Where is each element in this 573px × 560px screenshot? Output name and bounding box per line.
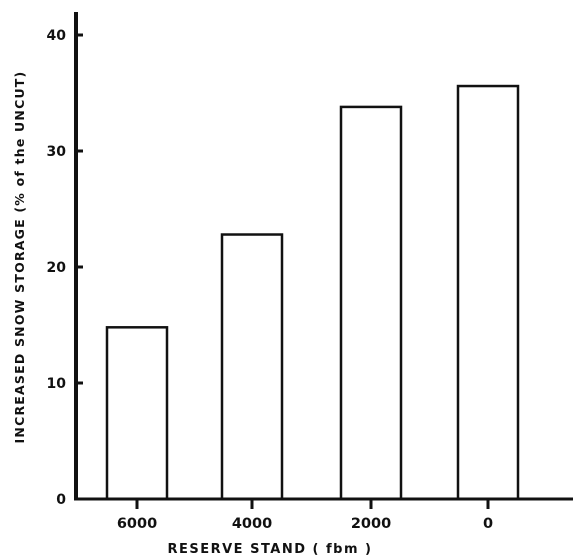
bar-2000 bbox=[341, 107, 401, 499]
bar-4000 bbox=[222, 235, 282, 499]
x-axis-title: RESERVE STAND ( fbm ) bbox=[167, 542, 372, 557]
y-axis-title: INCREASED SNOW STORAGE (% of the UNCUT) bbox=[12, 71, 27, 444]
y-tick-label: 20 bbox=[47, 260, 67, 276]
x-tick-label: 6000 bbox=[117, 516, 157, 532]
y-tick-label: 10 bbox=[47, 376, 67, 392]
bars-group bbox=[107, 86, 518, 499]
y-tick-label: 30 bbox=[47, 144, 67, 160]
bar-6000 bbox=[107, 327, 167, 499]
bar-0 bbox=[458, 86, 518, 499]
y-tick-label: 40 bbox=[47, 28, 67, 44]
y-tick-label: 0 bbox=[56, 492, 66, 508]
x-ticks-group: 6000 4000 2000 0 bbox=[117, 499, 493, 532]
x-tick-label: 2000 bbox=[351, 516, 391, 532]
x-tick-label: 0 bbox=[483, 516, 493, 532]
x-tick-label: 4000 bbox=[232, 516, 272, 532]
